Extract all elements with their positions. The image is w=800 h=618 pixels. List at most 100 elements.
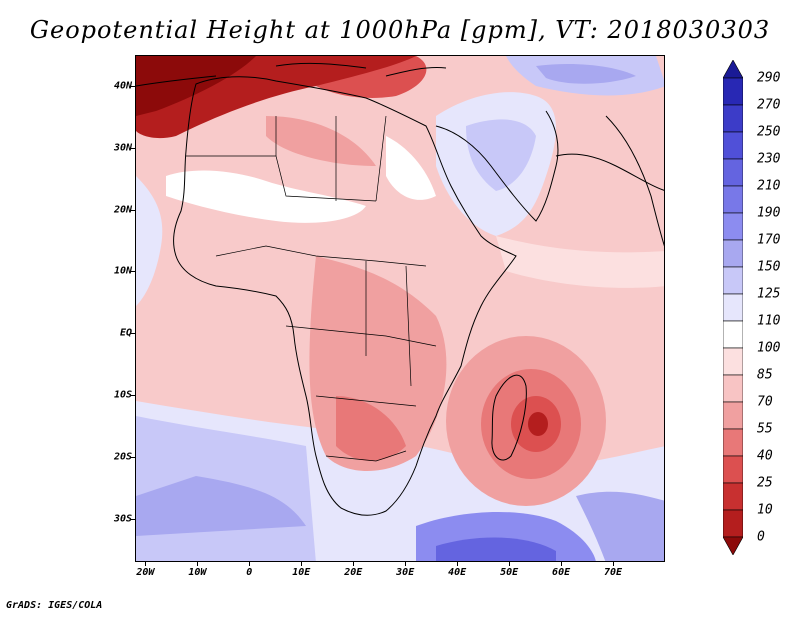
lon-tick-label: 20W (136, 567, 155, 578)
colorbar-label: 250 (757, 124, 781, 140)
lon-tick-label: 30E (396, 567, 415, 578)
colorbar-swatch (722, 185, 744, 214)
colorbar-label: 230 (757, 151, 781, 167)
lat-tick (131, 518, 135, 520)
colorbar-label: 110 (757, 313, 781, 329)
colorbar-label: 190 (757, 205, 781, 221)
field-southwest-deep-blue (136, 476, 306, 536)
field-arabian-sea (496, 236, 664, 288)
border-sahara-2 (275, 115, 387, 202)
colorbar-swatch (722, 158, 744, 187)
colorbar-label: 150 (757, 259, 781, 275)
colorbar-swatch (722, 104, 744, 133)
colorbar-swatch (722, 428, 744, 457)
coastlines (136, 62, 664, 516)
lon-tick-label: 10W (188, 567, 207, 578)
lat-tick (131, 271, 135, 273)
colorbar-label: 55 (757, 421, 773, 437)
mediterranean-north-coast (136, 62, 447, 87)
colorbar-label: 210 (757, 178, 781, 194)
lon-tick (197, 562, 199, 566)
field-arabia-blue (466, 119, 536, 191)
colorbar-label: 10 (757, 502, 773, 518)
arabia-south-coast (555, 153, 664, 191)
field-madagascar-core (528, 412, 548, 436)
colorbar-swatch (722, 77, 744, 106)
lon-tick-label: 10E (292, 567, 311, 578)
colorbar-label: 70 (757, 394, 773, 410)
border-central (285, 325, 437, 347)
lon-tick (353, 562, 355, 566)
country-borders (186, 115, 437, 462)
lon-tick-label: 60E (552, 567, 571, 578)
field-west-atlantic (136, 176, 163, 306)
africa-coastline (173, 76, 517, 516)
field-algeria-high (266, 116, 376, 166)
lat-tick-label: 20S (113, 451, 132, 463)
field-egypt-white (386, 136, 436, 200)
field-south-core-blue (436, 537, 556, 561)
lon-tick-label: 20E (344, 567, 363, 578)
lon-tick (561, 562, 563, 566)
lat-tick-label: 20N (113, 204, 132, 216)
india-coast (605, 115, 664, 247)
contour-map (136, 56, 664, 561)
field-southeast-blue (576, 491, 664, 561)
lat-tick-label: 40N (113, 80, 132, 92)
colorbar-label: 125 (757, 286, 781, 302)
colorbar-top-arrow (722, 59, 744, 79)
colorbar-swatch (722, 401, 744, 430)
colorbar-swatch (722, 482, 744, 511)
colorbar-swatch (722, 212, 744, 241)
border-sahel (215, 245, 427, 267)
colorbar-label: 100 (757, 340, 781, 356)
red-sea-arabia-coast (435, 110, 559, 222)
field-iran-deep-blue (536, 64, 636, 84)
grads-credit: GrADS: IGES/COLA (6, 600, 103, 611)
lon-tick (457, 562, 459, 566)
lat-tick-label: 30S (113, 513, 132, 525)
colorbar-swatch (722, 347, 744, 376)
colorbar-swatch (722, 320, 744, 349)
border-sahara-1 (186, 155, 377, 202)
field-balkans-high (316, 56, 427, 98)
border-vertical (365, 261, 412, 387)
colorbar-swatch (722, 509, 744, 538)
lat-tick (131, 209, 135, 211)
field-sahara-white (166, 170, 366, 223)
colorbar-swatch (722, 239, 744, 268)
lon-tick-label: 0 (246, 567, 253, 578)
colorbar-label: 290 (757, 70, 781, 86)
lat-tick-label: EQ (119, 327, 132, 339)
map-title: Geopotential Height at 1000hPa [gpm], VT… (29, 16, 771, 44)
field-southern-africa-high (336, 396, 406, 461)
lat-tick-label: 30N (113, 142, 132, 154)
border-south (325, 450, 407, 462)
lat-tick-label: 10N (113, 265, 132, 277)
map-panel (135, 55, 665, 562)
lat-tick (131, 456, 135, 458)
lat-tick (131, 395, 135, 397)
lon-tick (613, 562, 615, 566)
colorbar-swatch (722, 374, 744, 403)
lat-tick (131, 333, 135, 335)
colorbar (722, 59, 744, 556)
madagascar-coastline (491, 374, 527, 461)
colorbar-label: 170 (757, 232, 781, 248)
colorbar-swatch (722, 266, 744, 295)
colorbar-label: 40 (757, 448, 773, 464)
colorbar-swatch (722, 293, 744, 322)
lon-tick (301, 562, 303, 566)
lon-tick (509, 562, 511, 566)
lon-tick-label: 40E (448, 567, 467, 578)
colorbar-graphic (722, 59, 744, 556)
colorbar-bottom-arrow (722, 536, 744, 556)
field-iberia-core (136, 56, 256, 116)
colorbar-label: 0 (757, 529, 765, 545)
lon-tick (249, 562, 251, 566)
lon-tick (405, 562, 407, 566)
colorbar-label: 85 (757, 367, 773, 383)
lat-tick (131, 85, 135, 87)
colorbar-label: 25 (757, 475, 773, 491)
colorbar-swatch (722, 455, 744, 484)
